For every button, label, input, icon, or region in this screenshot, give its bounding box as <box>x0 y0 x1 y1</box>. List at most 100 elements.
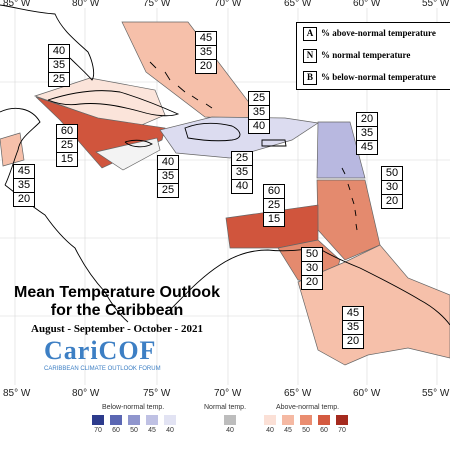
normal-value: 25 <box>264 199 284 213</box>
forecast-box-hispaniola: 25 35 40 <box>248 91 270 134</box>
legend-tick: 70 <box>94 427 102 434</box>
normal-value: 35 <box>232 166 252 180</box>
above-value: 60 <box>264 185 284 199</box>
forecast-box-puerto-rico: 25 35 40 <box>231 151 253 194</box>
lon-label: 65° W <box>284 388 312 399</box>
coast-cuba <box>47 90 180 117</box>
key-text: % above-normal temperature <box>321 28 436 39</box>
legend-tick: 50 <box>130 427 138 434</box>
key-row-above: A % above-normal temperature <box>297 23 450 45</box>
legend-tick: 40 <box>226 427 234 434</box>
above-value: 20 <box>357 113 377 127</box>
forecast-box-cayman: 40 35 25 <box>157 155 179 198</box>
normal-value: 35 <box>357 127 377 141</box>
lon-label: 85° W <box>3 0 31 9</box>
key-text: % below-normal temperature <box>321 72 436 83</box>
map-title-line2: for the Caribbean <box>50 302 184 320</box>
lon-label: 65° W <box>284 0 312 9</box>
coast-hispaniola <box>184 122 241 142</box>
legend-swatch-above-45 <box>282 415 294 425</box>
legend-tick: 40 <box>266 427 274 434</box>
region-guianas <box>297 244 450 366</box>
logo-name: CariCOF <box>44 336 157 365</box>
map-title: Mean Temperature Outlook <box>14 284 220 301</box>
key-text: % normal temperature <box>321 50 411 61</box>
forecast-box-windwards: 50 30 20 <box>381 166 403 209</box>
legend-tick: 60 <box>112 427 120 434</box>
legend-tick: 40 <box>166 427 174 434</box>
forecast-box-bahamas: 45 35 20 <box>195 31 217 74</box>
lon-label: 85° W <box>3 388 31 399</box>
above-value: 50 <box>302 248 322 262</box>
below-value: 25 <box>52 73 66 85</box>
legend-swatch-below-40 <box>164 415 176 425</box>
forecast-box-venezuela: 50 30 20 <box>301 247 323 290</box>
probability-key: A % above-normal temperature N % normal … <box>296 22 450 90</box>
legend-swatch-above-70 <box>336 415 348 425</box>
above-value: 50 <box>382 167 402 181</box>
below-value: 40 <box>235 180 249 192</box>
lon-label: 80° W <box>72 388 100 399</box>
legend-swatch-above-40 <box>264 415 276 425</box>
legend-below-label: Below-normal temp. <box>102 404 165 411</box>
key-letter: B <box>303 71 317 85</box>
lon-label: 80° W <box>72 0 100 9</box>
below-value: 40 <box>252 120 266 132</box>
forecast-box-west-cuba-jamaica: 60 25 15 <box>56 124 78 167</box>
coast-jamaica <box>124 139 153 148</box>
legend-tick: 70 <box>338 427 346 434</box>
below-value: 15 <box>60 153 74 165</box>
normal-value: 35 <box>343 321 363 335</box>
lon-label: 55° W <box>422 388 450 399</box>
longitude-labels-top: 85° W 80° W 75° W 70° W 65° W 60° W 55° … <box>3 0 450 9</box>
coast-puerto-rico <box>261 139 287 147</box>
normal-value: 35 <box>196 46 216 60</box>
below-value: 15 <box>267 213 281 225</box>
longitude-labels-bottom: 85° W 80° W 75° W 70° W 65° W 60° W 55° … <box>3 388 450 399</box>
above-value: 40 <box>49 45 69 59</box>
caricof-logo: CariCOF CARIBBEAN CLIMATE OUTLOOK FORUM <box>44 336 184 373</box>
below-value: 20 <box>385 195 399 207</box>
lon-label: 60° W <box>353 388 381 399</box>
forecast-box-northern-leewards: 20 35 45 <box>356 112 378 155</box>
below-value: 20 <box>199 60 213 72</box>
normal-value: 25 <box>57 139 77 153</box>
legend-tick: 50 <box>302 427 310 434</box>
legend-swatch-below-45 <box>146 415 158 425</box>
coast-yucatan <box>0 107 41 186</box>
above-value: 25 <box>232 152 252 166</box>
above-value: 60 <box>57 125 77 139</box>
legend-tick: 60 <box>320 427 328 434</box>
below-value: 20 <box>305 276 319 288</box>
forecast-box-belize: 45 35 20 <box>13 164 35 207</box>
below-value: 45 <box>360 141 374 153</box>
lon-label: 75° W <box>143 0 171 9</box>
map-title-block: Mean Temperature Outlook for the Caribbe… <box>2 284 232 337</box>
region-northern-leewards <box>316 121 366 179</box>
lon-label: 75° W <box>143 388 171 399</box>
below-value: 25 <box>161 184 175 196</box>
legend-above-label: Above-normal temp. <box>276 404 340 411</box>
lon-label: 60° W <box>353 0 381 9</box>
above-value: 45 <box>14 165 34 179</box>
lon-label: 70° W <box>214 388 242 399</box>
normal-value: 30 <box>382 181 402 195</box>
above-value: 40 <box>158 156 178 170</box>
key-letter: N <box>303 49 317 63</box>
key-letter: A <box>303 27 317 41</box>
map-period: August - September - October - 2021 <box>31 322 203 335</box>
legend-swatch-below-70 <box>92 415 104 425</box>
forecast-box-guianas: 45 35 20 <box>342 306 364 349</box>
legend-swatch-above-50 <box>300 415 312 425</box>
normal-value: 35 <box>249 106 269 120</box>
legend-tick: 45 <box>148 427 156 434</box>
lon-label: 55° W <box>422 0 450 9</box>
above-value: 45 <box>343 307 363 321</box>
coast-florida <box>0 4 95 81</box>
normal-value: 35 <box>14 179 34 193</box>
region-cayman-west <box>95 137 161 171</box>
lon-label: 70° W <box>214 0 242 9</box>
legend-swatch-below-50 <box>128 415 140 425</box>
legend-swatch-below-60 <box>110 415 122 425</box>
